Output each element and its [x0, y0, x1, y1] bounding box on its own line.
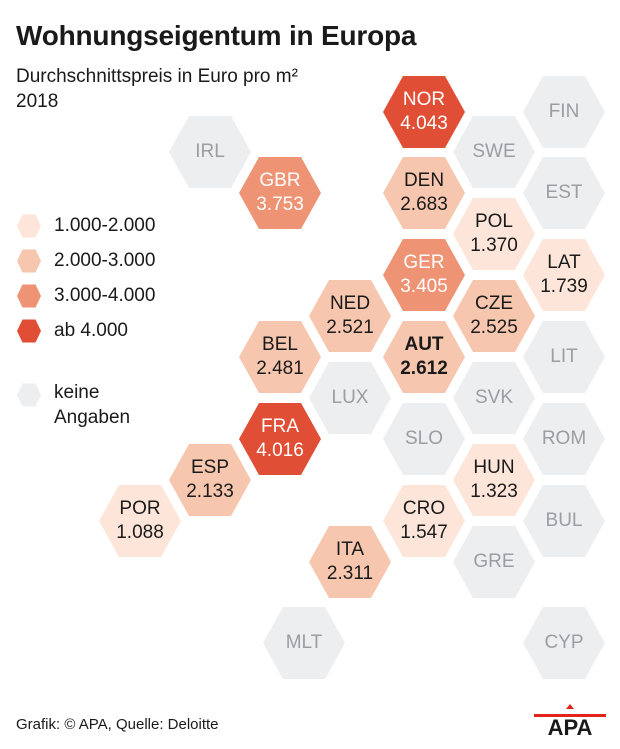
hex-fin: FIN [522, 74, 606, 150]
hex-fra: FRA 4.016 [238, 401, 322, 477]
hex-value-gbr: 3.753 [256, 194, 304, 215]
hex-den: DEN 2.683 [382, 155, 466, 231]
hex-mlt: MLT [262, 605, 346, 681]
legend-item-c1: 1.000-2.000 [16, 213, 155, 239]
hex-svk: SVK [452, 360, 536, 436]
hex-code-irl: IRL [195, 141, 225, 162]
subtitle-line-year: 2018 [16, 91, 59, 112]
hex-value-aut: 2.612 [400, 358, 448, 379]
hex-code-den: DEN [403, 170, 445, 191]
hex-code-lux: LUX [331, 387, 369, 408]
hex-value-cze: 2.525 [470, 317, 518, 338]
hex-value-lat: 1.739 [540, 276, 588, 297]
map-subtitle: Durchschnittspreis in Euro pro m² 2018 [16, 64, 298, 114]
hex-code-ger: GER [403, 252, 445, 273]
hex-code-gbr: GBR [259, 170, 301, 191]
subtitle-line-unit: Durchschnittspreis in Euro pro m² [16, 66, 298, 87]
hex-code-gre: GRE [473, 551, 515, 572]
hex-value-fra: 4.016 [256, 440, 304, 461]
legend-item-c3: 3.000-4.000 [16, 283, 155, 309]
logo-text: APA [548, 715, 593, 736]
hex-code-cyp: CYP [544, 632, 584, 653]
legend-label-c2: 2.000-3.000 [54, 250, 156, 271]
hex-ned: NED 2.521 [308, 278, 392, 354]
hex-swe: SWE [452, 114, 536, 190]
hex-code-hun: HUN [473, 457, 515, 478]
legend-label-c3: 3.000-4.000 [54, 285, 156, 306]
hex-code-nor: NOR [402, 89, 446, 110]
hex-slo: SLO [382, 401, 466, 477]
hex-value-cro: 1.547 [400, 522, 448, 543]
hex-est: EST [522, 155, 606, 231]
hex-value-pol: 1.370 [470, 235, 518, 256]
hex-nor: NOR 4.043 [382, 74, 466, 150]
legend-label-c1: 1.000-2.000 [54, 215, 156, 236]
hex-pol: POL 1.370 [452, 196, 536, 272]
hex-cyp: CYP [522, 605, 606, 681]
hex-ita: ITA 2.311 [308, 524, 392, 600]
legend-swatch-c1 [16, 213, 42, 239]
hex-code-cze: CZE [475, 293, 513, 314]
legend-label-c4: ab 4.000 [54, 320, 128, 341]
hex-code-fin: FIN [548, 101, 580, 122]
hex-code-aut: AUT [404, 334, 444, 355]
hex-code-rom: ROM [541, 428, 587, 449]
hex-code-esp: ESP [190, 457, 230, 478]
hex-esp: ESP 2.133 [168, 442, 252, 518]
hex-code-lit: LIT [550, 346, 578, 367]
hex-code-bul: BUL [545, 510, 583, 531]
hex-value-den: 2.683 [400, 194, 448, 215]
hex-code-por: POR [119, 498, 161, 519]
legend-swatch-c3 [16, 283, 42, 309]
hex-value-ita: 2.311 [326, 563, 374, 584]
hex-code-slo: SLO [404, 428, 444, 449]
hex-code-cro: CRO [402, 498, 446, 519]
hex-code-ita: ITA [335, 539, 365, 560]
hex-code-swe: SWE [472, 141, 516, 162]
hex-lit: LIT [522, 319, 606, 395]
hex-code-svk: SVK [474, 387, 514, 408]
legend-item-c2: 2.000-3.000 [16, 248, 155, 274]
legend-swatch-no-data [16, 382, 42, 408]
hex-value-esp: 2.133 [186, 481, 234, 502]
map-title: Wohnungseigentum in Europa [16, 20, 417, 51]
hex-value-nor: 4.043 [400, 113, 448, 134]
legend-swatch-c4 [16, 318, 42, 344]
hex-code-pol: POL [474, 211, 514, 232]
hex-code-est: EST [545, 182, 583, 203]
legend-label-no-data-2: Angaben [54, 407, 131, 428]
hex-code-ned: NED [329, 293, 371, 314]
hex-aut: AUT 2.612 [382, 319, 466, 395]
hex-value-ned: 2.521 [326, 317, 374, 338]
hex-lux: LUX [308, 360, 392, 436]
hex-lat: LAT 1.739 [522, 237, 606, 313]
source-credit: Grafik: © APA, Quelle: Deloitte [16, 716, 219, 733]
hex-rom: ROM [522, 401, 606, 477]
hex-irl: IRL [168, 114, 252, 190]
hex-hun: HUN 1.323 [452, 442, 536, 518]
apa-logo: APA [534, 704, 606, 740]
hex-ger: GER 3.405 [382, 237, 466, 313]
legend-item-no-data: keine Angaben [16, 380, 130, 430]
hex-code-fra: FRA [261, 416, 299, 437]
hex-code-lat: LAT [547, 252, 581, 273]
legend-swatch-c2 [16, 248, 42, 274]
hex-bel: BEL 2.481 [238, 319, 322, 395]
hex-por: POR 1.088 [98, 483, 182, 559]
hex-gre: GRE [452, 524, 536, 600]
legend-label-no-data-1: keine [54, 382, 100, 403]
hex-value-bel: 2.481 [256, 358, 304, 379]
hex-value-hun: 1.323 [470, 481, 518, 502]
legend-item-c4: ab 4.000 [16, 318, 128, 344]
hex-value-por: 1.088 [116, 522, 164, 543]
hex-code-mlt: MLT [285, 632, 323, 653]
hex-cze: CZE 2.525 [452, 278, 536, 354]
hex-value-ger: 3.405 [400, 276, 448, 297]
hex-bul: BUL [522, 483, 606, 559]
hex-gbr: GBR 3.753 [238, 155, 322, 231]
hex-code-bel: BEL [262, 334, 298, 355]
hex-cro: CRO 1.547 [382, 483, 466, 559]
